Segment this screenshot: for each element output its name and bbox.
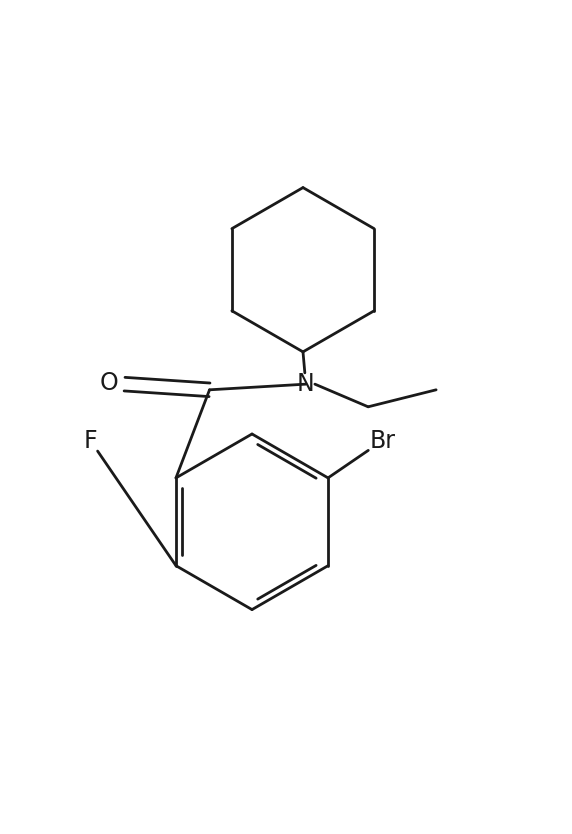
Text: F: F [84, 429, 97, 453]
Text: O: O [100, 371, 118, 395]
Text: Br: Br [370, 429, 395, 453]
Text: N: N [297, 372, 315, 396]
